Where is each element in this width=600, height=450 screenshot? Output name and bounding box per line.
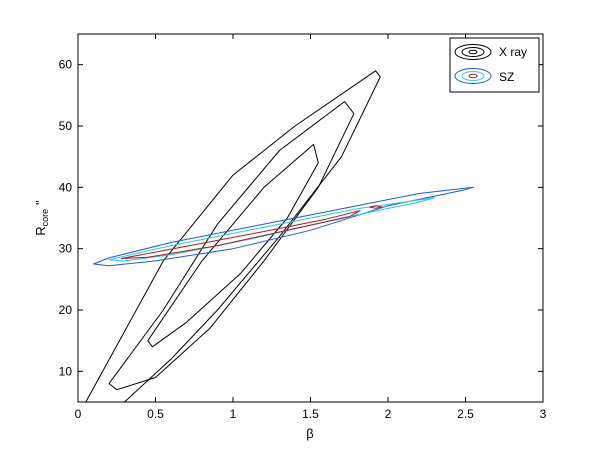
x-tick-label: 3 <box>540 407 547 421</box>
y-tick-label: 40 <box>59 180 73 194</box>
contour-sz-inner <box>120 210 361 259</box>
legend-label-sz: SZ <box>499 70 514 84</box>
tick-layer: 0 0.5 1 1.5 2 2.5 3 10 20 30 40 50 60 <box>59 34 547 421</box>
legend-item-xray: X ray <box>454 44 527 60</box>
legend-label-xray: X ray <box>499 45 527 59</box>
y-axis-label-subscript: core <box>40 209 50 227</box>
x-tick-label: 1 <box>230 407 237 421</box>
svg-text:Rcore": Rcore " <box>33 200 50 236</box>
x-axis-label: β <box>306 426 313 441</box>
contour-sz-middle <box>108 197 435 262</box>
y-axis-label-main: R <box>33 226 48 235</box>
contour-x-ray-inner <box>147 143 319 348</box>
x-tick-label: 2 <box>385 407 392 421</box>
y-tick-label: 10 <box>59 364 73 378</box>
legend-item-sz: SZ <box>454 68 514 84</box>
y-axis-label: Rcore " <box>33 200 50 236</box>
legend-sz-icon <box>454 68 492 84</box>
plot-area: 0 0.5 1 1.5 2 2.5 3 10 20 30 40 50 60 <box>59 33 547 421</box>
contour-sz-outer <box>93 186 474 267</box>
x-tick-label: 0 <box>75 407 82 421</box>
y-tick-label: 20 <box>59 303 73 317</box>
series-sz <box>93 186 474 267</box>
y-tick-label: 50 <box>59 119 73 133</box>
y-tick-label: 30 <box>59 242 73 256</box>
y-axis-label-suffix: " <box>33 200 48 205</box>
y-tick-label: 60 <box>59 58 73 72</box>
contour-sz-peak <box>368 205 383 209</box>
x-tick-label: 2.5 <box>457 407 474 421</box>
contour-layer <box>85 70 474 403</box>
x-tick-label: 1.5 <box>302 407 319 421</box>
contour-x-ray-outer <box>85 70 381 403</box>
x-tick-label: 0.5 <box>147 407 164 421</box>
legend: X ray SZ <box>449 37 540 93</box>
legend-xray-icon <box>454 44 492 60</box>
